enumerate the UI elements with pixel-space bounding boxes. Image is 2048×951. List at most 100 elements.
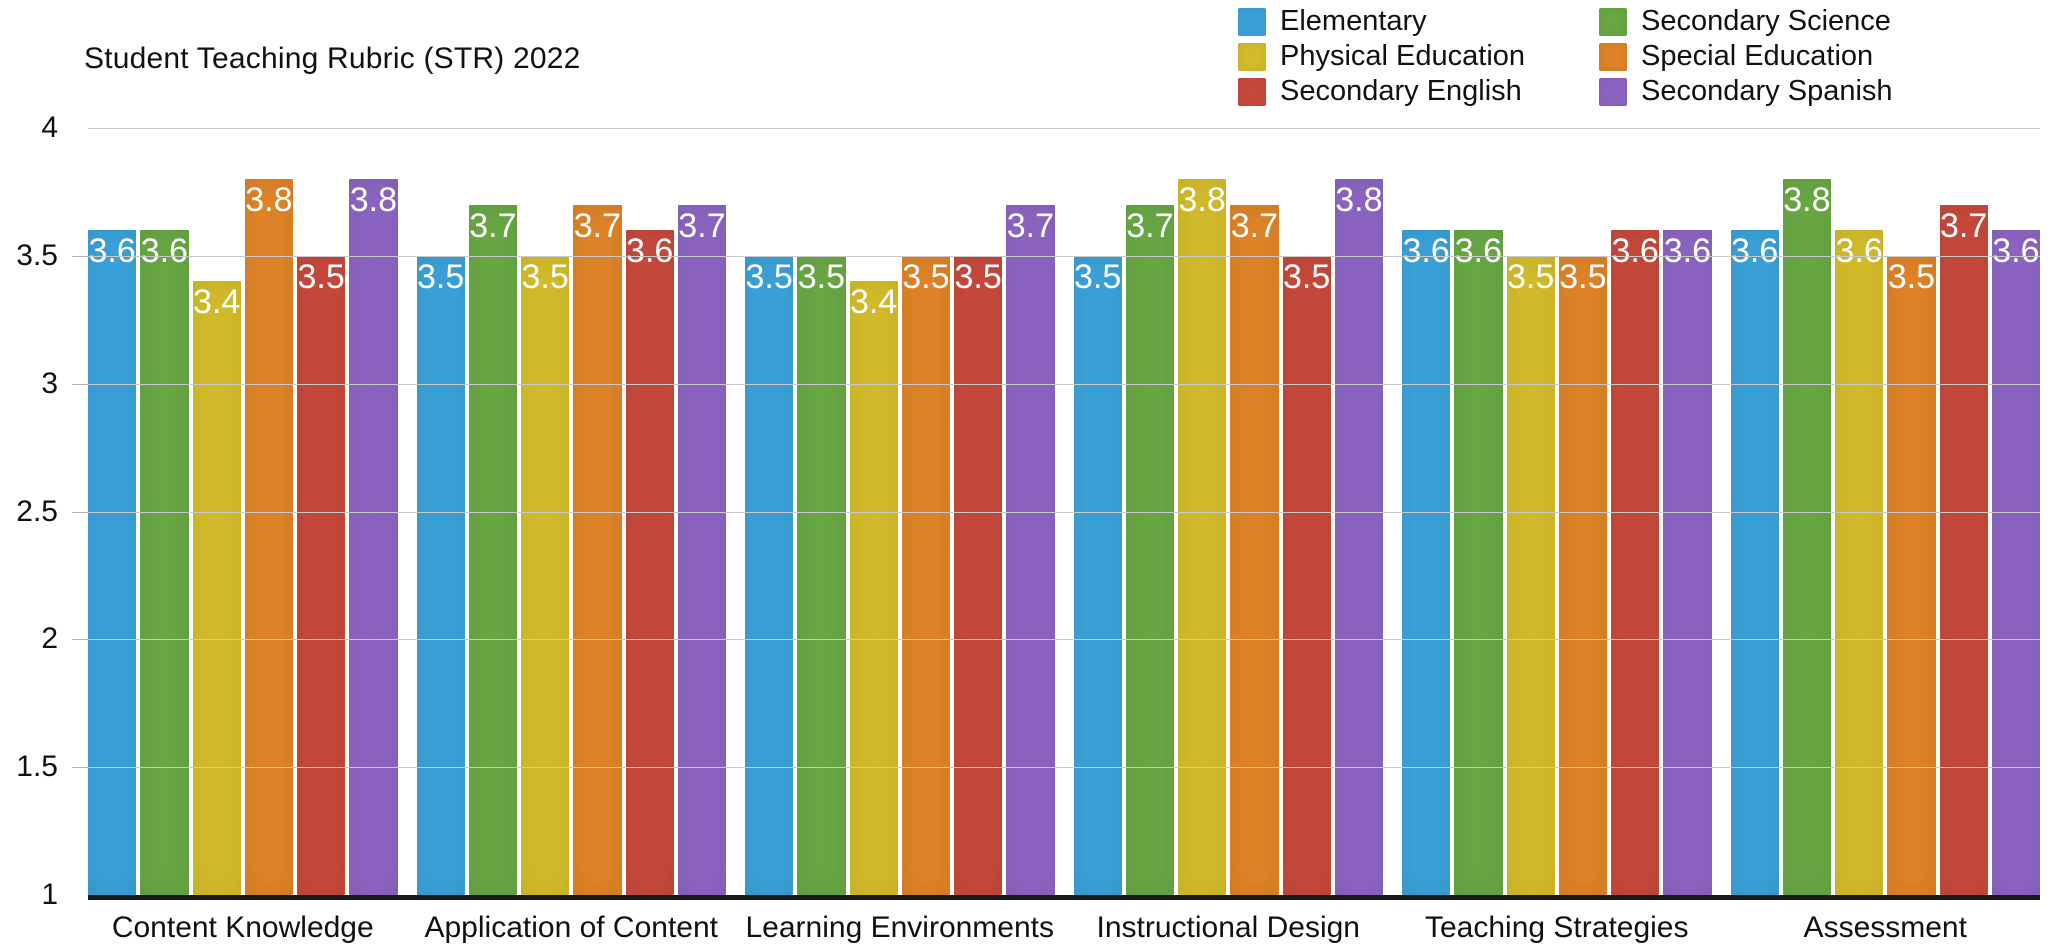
legend-label: Special Education: [1641, 40, 1874, 72]
bar-secondary-english: 3.6: [1611, 230, 1660, 895]
bar-physical-education: 3.5: [521, 255, 570, 895]
bar-value-label: 3.5: [521, 257, 569, 296]
bar-elementary: 3.6: [88, 230, 137, 895]
y-tick-label: 1: [41, 878, 58, 911]
bar-physical-education: 3.4: [192, 281, 241, 895]
bar-value-label: 3.5: [1887, 257, 1936, 296]
gridline: [88, 255, 2040, 257]
legend: Elementary Physical Education Secondary En…: [1238, 5, 1893, 107]
bar-value-label: 3.6: [1663, 232, 1712, 271]
y-tick-label: 3: [41, 366, 58, 400]
bar-secondary-science: 3.6: [1454, 230, 1503, 895]
y-axis-tickmark: [72, 383, 88, 385]
legend-swatch-physical-education: [1238, 42, 1266, 71]
bar-secondary-spanish: 3.7: [677, 204, 726, 895]
bar-secondary-spanish: 3.6: [1663, 230, 1712, 895]
bar-secondary-english: 3.7: [1939, 204, 1988, 895]
bar-value-label: 3.8: [245, 181, 293, 220]
bar-value-label: 3.4: [192, 283, 241, 322]
bar-secondary-science: 3.6: [140, 230, 189, 895]
legend-item-secondary-spanish: Secondary Spanish: [1599, 75, 1893, 107]
bar-secondary-english: 3.5: [954, 255, 1003, 895]
bar-value-label: 3.6: [1402, 232, 1450, 271]
bar-secondary-science: 3.7: [468, 204, 517, 895]
legend-column: Elementary Physical Education Secondary En…: [1238, 5, 1526, 107]
legend-label: Physical Education: [1280, 40, 1526, 72]
bar-group-assessment: 3.6 3.8 3.6 3.5 3.7 3.6 Assessment: [1730, 128, 2040, 944]
category-label: Content Knowledge: [111, 911, 374, 944]
bar-value-label: 3.6: [1611, 232, 1659, 271]
bar-elementary: 3.5: [745, 255, 794, 895]
legend-label: Secondary English: [1280, 75, 1522, 107]
bar-value-label: 3.7: [469, 206, 517, 245]
bar-value-label: 3.5: [297, 257, 345, 296]
bar-value-label: 3.8: [1178, 181, 1226, 220]
y-axis-tickmark: [72, 511, 88, 513]
bar-value-label: 3.5: [797, 257, 846, 296]
bar-special-education: 3.8: [244, 179, 293, 895]
y-axis-tickmark: [72, 639, 88, 641]
category-label: Learning Environments: [745, 911, 1055, 944]
bar-value-label: 3.7: [1939, 206, 1988, 245]
bar-physical-education: 3.5: [1506, 255, 1555, 895]
bar-special-education: 3.7: [1230, 204, 1279, 895]
bar-value-label: 3.5: [954, 257, 1002, 296]
bar-group-content-knowledge: 3.6 3.6 3.4 3.8 3.5 3.8 Content Knowledge: [88, 128, 398, 944]
bar-secondary-english: 3.6: [625, 230, 674, 895]
bar-value-label: 3.5: [745, 257, 793, 296]
legend-swatch-special-education: [1599, 42, 1628, 71]
bar-group-application-of-content: 3.5 3.7 3.5 3.7 3.6 3.7 Application of Content: [416, 128, 726, 944]
bar-elementary: 3.5: [416, 255, 465, 895]
bar-value-label: 3.5: [416, 257, 465, 296]
bar-value-label: 3.7: [1230, 206, 1279, 245]
bar-value-label: 3.6: [140, 232, 189, 271]
gridline: [88, 639, 2040, 641]
category-label: Instructional Design: [1096, 911, 1360, 944]
bar-value-label: 3.8: [349, 181, 398, 220]
bar-value-label: 3.4: [849, 283, 898, 322]
bar-secondary-science: 3.7: [1125, 204, 1174, 895]
bar-value-label: 3.5: [902, 257, 950, 296]
y-tick-label: 2.5: [16, 494, 58, 528]
bar-elementary: 3.6: [1730, 230, 1779, 895]
bar-value-label: 3.6: [1992, 232, 2040, 271]
y-tick-label: 2: [41, 622, 58, 656]
category-label: Teaching Strategies: [1425, 911, 1689, 944]
bar-group-instructional-design: 3.5 3.7 3.8 3.7 3.5 3.8 Instructional Design: [1073, 128, 1383, 944]
y-axis-tickmark: [72, 767, 88, 769]
bar-special-education: 3.5: [1887, 255, 1936, 895]
legend-item-special-education: Special Education: [1599, 40, 1893, 72]
legend-swatch-secondary-english: [1238, 77, 1266, 106]
bar-value-label: 3.8: [1783, 181, 1831, 220]
bar-value-label: 3.6: [1454, 232, 1503, 271]
bar-secondary-science: 3.8: [1782, 179, 1831, 895]
plot-area: 3.6 3.6 3.4 3.8 3.5 3.8 Content Knowledge 3.5 3.…: [16, 111, 2040, 944]
bar-value-label: 3.7: [1126, 206, 1174, 245]
bar-special-education: 3.5: [1558, 255, 1607, 895]
bar-physical-education: 3.4: [849, 281, 898, 895]
bar-value-label: 3.5: [1506, 257, 1555, 296]
bar-value-label: 3.6: [1730, 232, 1779, 271]
legend-swatch-secondary-science: [1599, 7, 1628, 36]
bar-value-label: 3.6: [88, 232, 136, 271]
bar-value-label: 3.6: [625, 232, 674, 271]
gridline: [88, 128, 2040, 129]
bar-value-label: 3.7: [678, 206, 726, 245]
bar-secondary-spanish: 3.8: [349, 179, 398, 895]
legend-item-secondary-science: Secondary Science: [1599, 5, 1893, 37]
legend-label: Elementary: [1280, 5, 1427, 37]
legend-column: Secondary Science Special Education Second…: [1599, 5, 1893, 107]
category-label: Application of Content: [424, 911, 719, 944]
y-tick-label: 4: [41, 111, 58, 144]
bar-groups: 3.6 3.6 3.4 3.8 3.5 3.8 Content Knowledge 3.5 3.…: [88, 128, 2040, 944]
legend-swatch-elementary: [1238, 7, 1266, 36]
gridline: [88, 767, 2040, 769]
gridline: [88, 511, 2040, 513]
bar-group-teaching-strategies: 3.6 3.6 3.5 3.5 3.6 3.6 Teaching Strategies: [1402, 128, 1712, 944]
bar-special-education: 3.7: [573, 204, 622, 895]
bar-value-label: 3.7: [573, 206, 622, 245]
legend-item-physical-education: Physical Education: [1238, 40, 1526, 72]
bar-elementary: 3.6: [1402, 230, 1451, 895]
bar-secondary-spanish: 3.7: [1006, 204, 1055, 895]
legend-label: Secondary Spanish: [1641, 75, 1893, 107]
